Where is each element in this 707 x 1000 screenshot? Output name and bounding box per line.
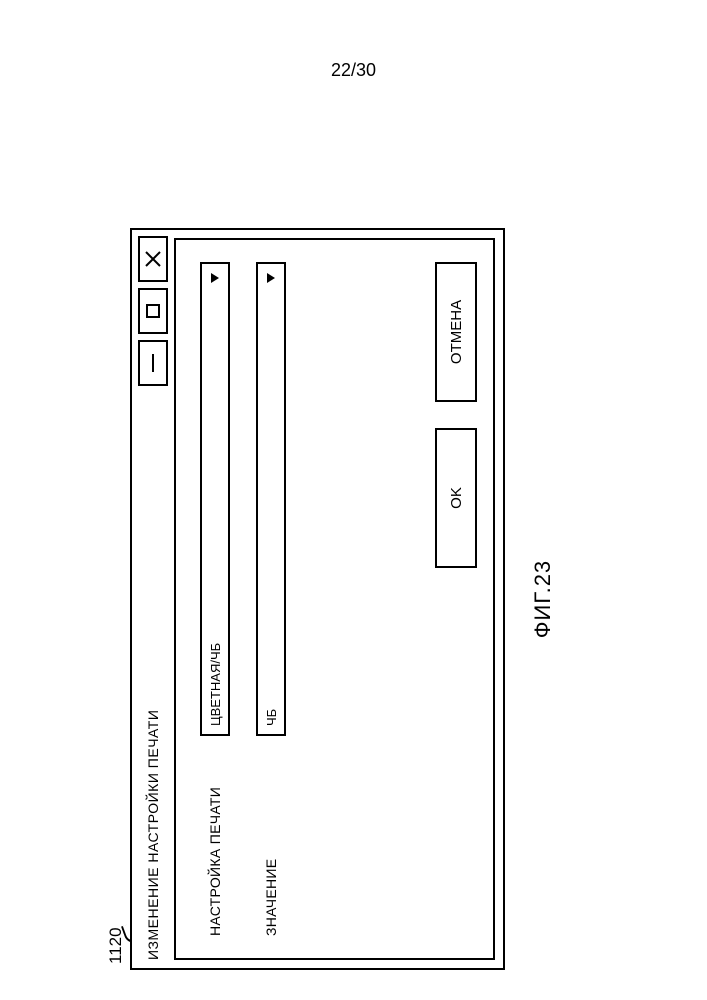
cancel-button[interactable]: ОТМЕНА xyxy=(435,262,477,402)
maximize-button[interactable] xyxy=(138,288,168,334)
page: 22/30 1120 ИЗМЕНЕНИЕ НАСТРОЙКИ ПЕЧАТИ xyxy=(0,0,707,1000)
dialog-window: ИЗМЕНЕНИЕ НАСТРОЙКИ ПЕЧАТИ xyxy=(130,228,505,970)
maximize-icon xyxy=(146,304,160,318)
label-value: ЗНАЧЕНИЕ xyxy=(263,736,279,936)
titlebar: ИЗМЕНЕНИЕ НАСТРОЙКИ ПЕЧАТИ xyxy=(132,230,174,968)
minimize-icon xyxy=(152,354,154,372)
dialog-title: ИЗМЕНЕНИЕ НАСТРОЙКИ ПЕЧАТИ xyxy=(145,710,161,960)
cancel-button-label: ОТМЕНА xyxy=(448,300,465,364)
close-icon xyxy=(144,250,162,268)
combo-value[interactable]: ЧБ xyxy=(256,262,286,736)
chevron-down-icon xyxy=(210,272,220,284)
dialog-client-area: НАСТРОЙКА ПЕЧАТИ ЦВЕТНАЯ/ЧБ ЗНАЧЕНИЕ ЧБ xyxy=(174,238,495,960)
combo-print-setting[interactable]: ЦВЕТНАЯ/ЧБ xyxy=(200,262,230,736)
combo-print-setting-value: ЦВЕТНАЯ/ЧБ xyxy=(208,643,223,726)
ok-button-label: OK xyxy=(448,487,465,509)
dialog-button-row: OK ОТМЕНА xyxy=(435,262,477,568)
row-value: ЗНАЧЕНИЕ ЧБ xyxy=(256,262,286,936)
figure-caption: ФИГ.23 xyxy=(530,228,556,970)
label-print-setting: НАСТРОЙКА ПЕЧАТИ xyxy=(207,736,223,936)
figure-rotated-container: 1120 ИЗМЕНЕНИЕ НАСТРОЙКИ ПЕЧАТИ xyxy=(130,190,600,970)
ok-button[interactable]: OK xyxy=(435,428,477,568)
minimize-button[interactable] xyxy=(138,340,168,386)
close-button[interactable] xyxy=(138,236,168,282)
row-print-setting: НАСТРОЙКА ПЕЧАТИ ЦВЕТНАЯ/ЧБ xyxy=(200,262,230,936)
chevron-down-icon xyxy=(266,272,276,284)
window-controls xyxy=(138,236,168,386)
combo-value-value: ЧБ xyxy=(264,709,279,726)
page-number-header: 22/30 xyxy=(0,60,707,81)
